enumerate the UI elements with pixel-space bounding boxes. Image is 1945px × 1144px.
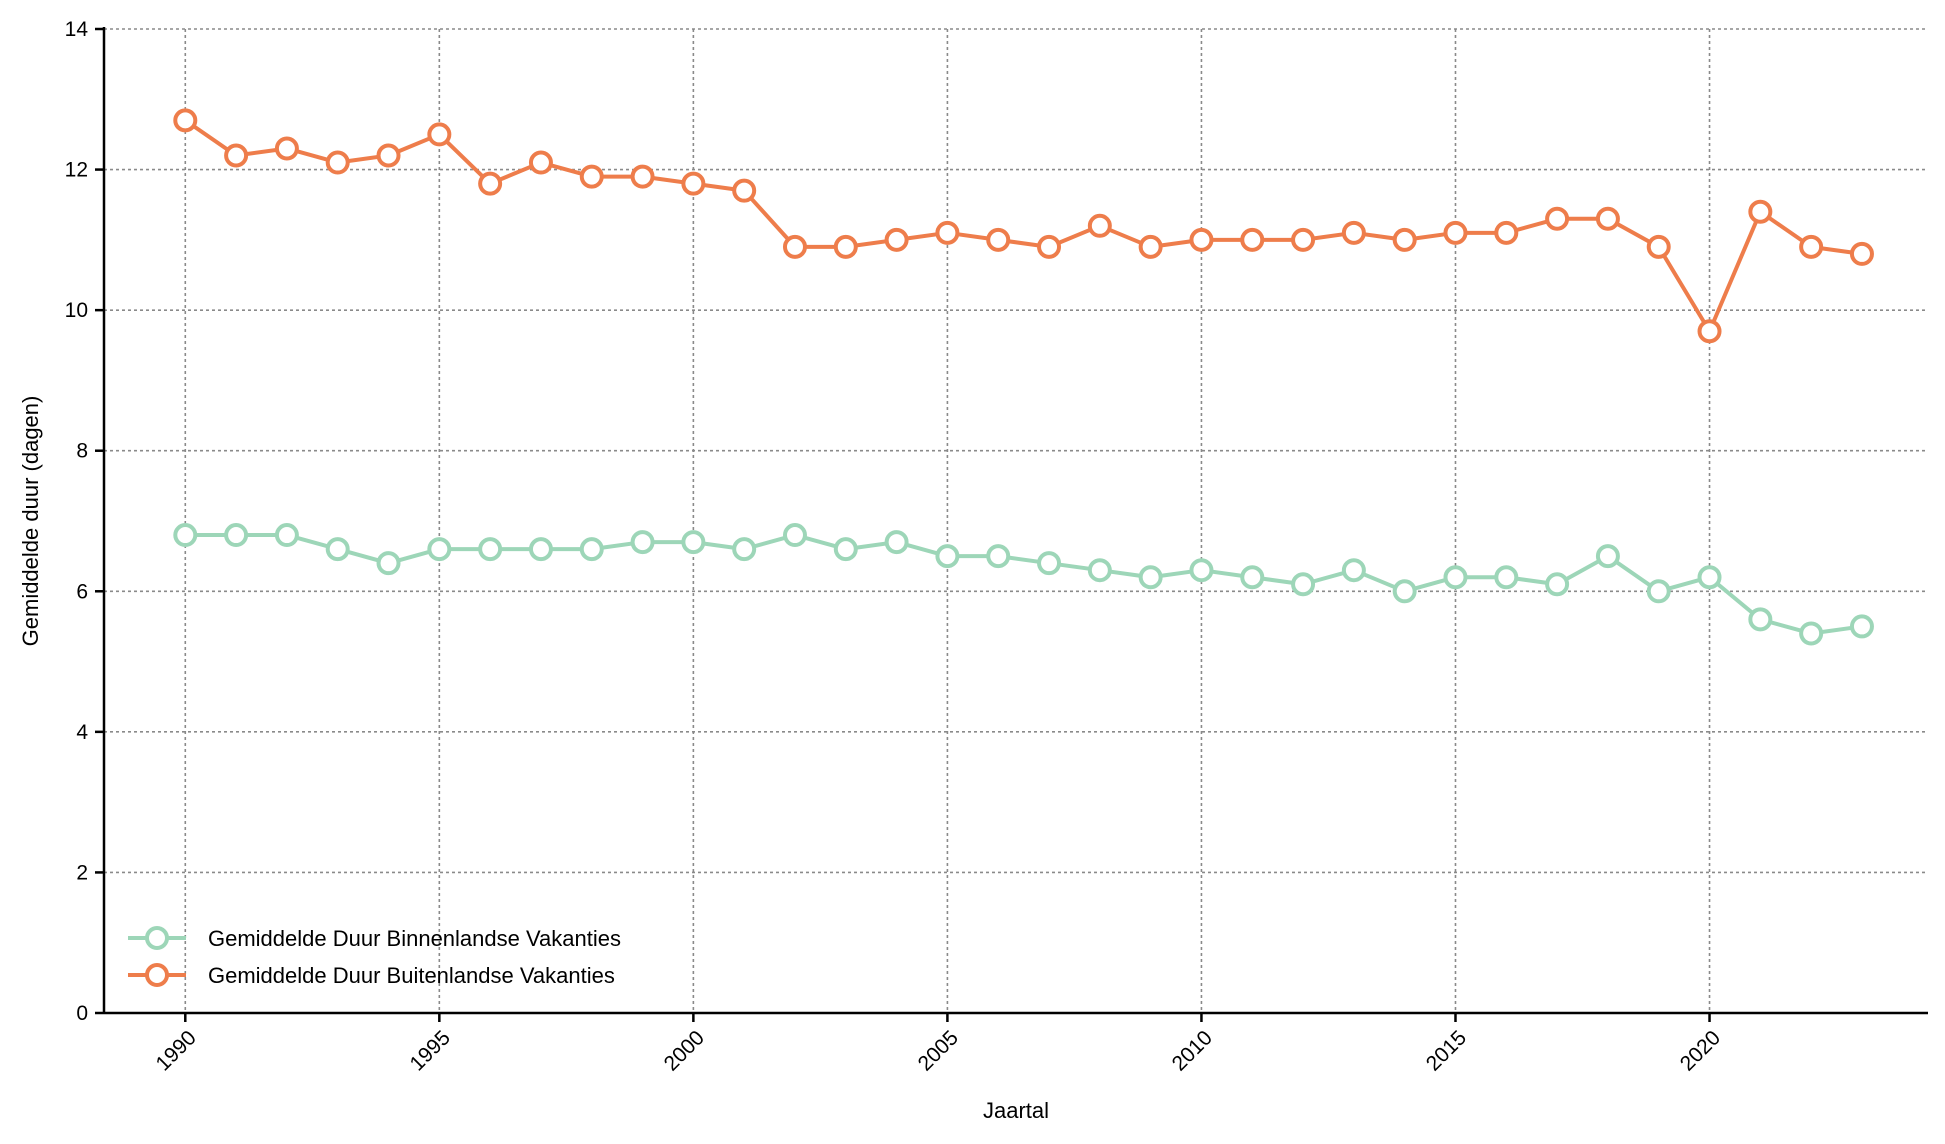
data-point <box>833 537 858 562</box>
data-point <box>1443 220 1468 245</box>
data-point <box>1087 213 1112 238</box>
data-point <box>1443 565 1468 590</box>
data-point <box>1138 565 1163 590</box>
data-point <box>376 143 401 168</box>
data-point <box>173 108 198 133</box>
x-tick-label: 1990 <box>152 1026 201 1075</box>
data-point <box>833 234 858 259</box>
legend-marker <box>145 926 169 950</box>
data-point <box>935 220 960 245</box>
data-point <box>1240 565 1265 590</box>
legend-label: Gemiddelde Duur Buitenlandse Vakanties <box>208 963 615 988</box>
series-line <box>184 118 1863 334</box>
y-tick-label: 6 <box>76 580 88 603</box>
data-point <box>1138 234 1163 259</box>
data-point <box>884 530 909 555</box>
data-point <box>1291 572 1316 597</box>
data-point <box>376 551 401 576</box>
data-point <box>1697 565 1722 590</box>
data-point <box>630 164 655 189</box>
x-tick-label: 2020 <box>1676 1026 1725 1075</box>
data-point <box>1595 206 1620 231</box>
data-point <box>1646 234 1671 259</box>
y-axis-title: Gemiddelde duur (dagen) <box>18 396 43 647</box>
data-point <box>782 523 807 548</box>
x-tick-label: 1995 <box>406 1026 455 1075</box>
data-point <box>1494 220 1519 245</box>
y-tick-label: 12 <box>65 159 88 182</box>
data-point <box>1646 579 1671 604</box>
data-point <box>1291 227 1316 252</box>
data-point <box>173 523 198 548</box>
data-point <box>1392 579 1417 604</box>
data-point <box>1189 558 1214 583</box>
series-2 <box>173 108 1874 344</box>
data-point <box>224 143 249 168</box>
data-point <box>1849 614 1874 639</box>
data-point <box>325 537 350 562</box>
data-point <box>274 523 299 548</box>
x-tick-label: 2000 <box>660 1026 709 1075</box>
data-point <box>1748 607 1773 632</box>
series-line <box>185 533 1863 636</box>
data-point <box>1595 544 1620 569</box>
x-tick-label: 2010 <box>1168 1026 1217 1075</box>
data-point <box>1748 199 1773 224</box>
data-point <box>732 537 757 562</box>
data-point <box>579 537 604 562</box>
data-point <box>986 544 1011 569</box>
x-axis-title: Jaartal <box>983 1098 1049 1123</box>
data-point <box>1037 234 1062 259</box>
y-tick-label: 4 <box>76 721 88 744</box>
legend: Gemiddelde Duur Binnenlandse Vakanties Ge… <box>128 926 621 988</box>
y-tick-label: 8 <box>76 440 88 463</box>
data-point <box>224 523 249 548</box>
series <box>173 108 1874 646</box>
y-tick-label: 14 <box>65 18 89 41</box>
data-point <box>427 537 452 562</box>
data-point <box>1189 227 1214 252</box>
data-point <box>1341 558 1366 583</box>
data-point <box>1494 565 1519 590</box>
data-point <box>1341 220 1366 245</box>
data-point <box>1799 621 1824 646</box>
data-point <box>732 178 757 203</box>
data-point <box>782 234 807 259</box>
data-point <box>681 530 706 555</box>
x-tick-label: 2005 <box>914 1026 963 1075</box>
data-point <box>884 227 909 252</box>
data-point <box>630 530 655 555</box>
legend-marker <box>145 963 169 987</box>
data-point <box>1087 558 1112 583</box>
y-tick-label: 2 <box>76 861 88 884</box>
data-point <box>1849 241 1874 266</box>
series-1 <box>173 523 1874 646</box>
data-point <box>579 164 604 189</box>
data-point <box>427 122 452 147</box>
legend-label: Gemiddelde Duur Binnenlandse Vakanties <box>208 926 621 951</box>
data-point <box>528 150 553 175</box>
y-tick-label: 10 <box>65 299 88 322</box>
data-point <box>1799 234 1824 259</box>
data-point <box>1545 206 1570 231</box>
data-point <box>1392 227 1417 252</box>
y-tick-label: 0 <box>76 1002 88 1025</box>
data-point <box>325 150 350 175</box>
data-point <box>528 537 553 562</box>
data-point <box>681 171 706 196</box>
data-point <box>986 227 1011 252</box>
data-point <box>478 537 503 562</box>
data-point <box>478 171 503 196</box>
data-point <box>1545 572 1570 597</box>
data-point <box>935 544 960 569</box>
x-tick-label: 2015 <box>1422 1026 1471 1075</box>
data-point <box>1240 227 1265 252</box>
data-point <box>1037 551 1062 576</box>
data-point <box>274 136 299 161</box>
data-point <box>1697 319 1722 344</box>
gridlines <box>104 28 1928 1013</box>
